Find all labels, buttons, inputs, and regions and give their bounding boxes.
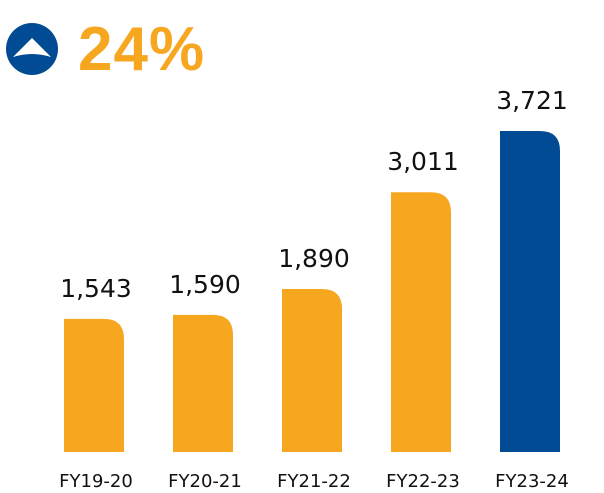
value-label: 1,590 xyxy=(169,270,241,299)
bar-fy21-22 xyxy=(282,288,342,452)
category-label: FY19-20 xyxy=(59,471,133,492)
bar-fy22-23 xyxy=(391,192,451,452)
bar-fy20-21 xyxy=(173,314,233,452)
value-label: 3,721 xyxy=(496,86,568,115)
growth-percentage: 24% xyxy=(78,14,206,84)
bar-fy19-20 xyxy=(64,318,124,452)
category-label: FY22-23 xyxy=(386,471,460,492)
value-label: 1,890 xyxy=(278,244,350,273)
up-arrow-circle-icon xyxy=(6,23,58,75)
value-label: 1,543 xyxy=(60,274,132,303)
growth-indicator: 24% xyxy=(0,14,205,84)
value-label: 3,011 xyxy=(387,147,459,176)
category-label: FY20-21 xyxy=(168,471,242,492)
category-label: FY23-24 xyxy=(495,471,569,492)
category-label: FY21-22 xyxy=(277,471,351,492)
bar-fy23-24 xyxy=(500,131,560,452)
